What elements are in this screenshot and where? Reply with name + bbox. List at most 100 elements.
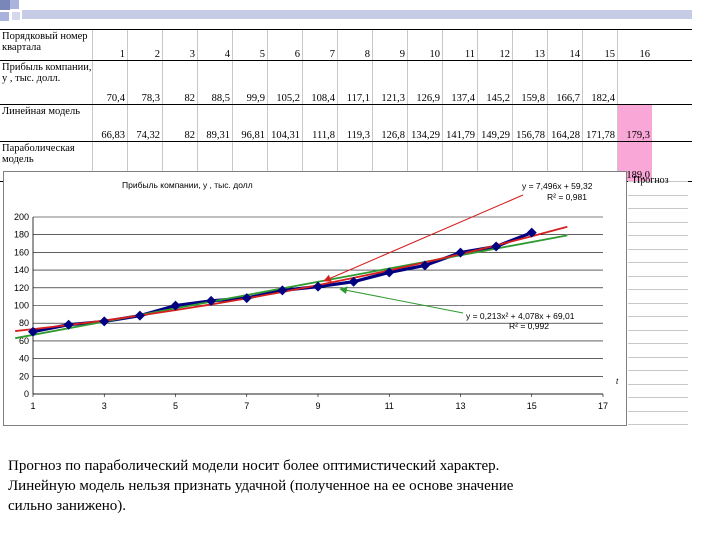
table-cell[interactable]: 88,5 xyxy=(197,61,232,105)
table-cell[interactable]: 111,8 xyxy=(302,105,337,142)
table-cell[interactable]: 156,78 xyxy=(512,105,547,142)
x-tick-label: 11 xyxy=(385,401,394,411)
grid-line xyxy=(628,356,688,358)
table-cell[interactable]: 96,81 xyxy=(232,105,267,142)
data-point-marker xyxy=(170,300,181,311)
x-tick-label: 5 xyxy=(173,401,178,411)
slide-decor-square xyxy=(10,0,19,9)
y-tick-label: 40 xyxy=(19,354,29,364)
y-tick-label: 0 xyxy=(24,389,29,399)
table-cell[interactable] xyxy=(617,61,652,105)
grid-line xyxy=(628,316,688,317)
table-cell[interactable]: 99,9 xyxy=(232,61,267,105)
row-header: Линейная модель xyxy=(2,106,80,117)
table-cell[interactable]: 3 xyxy=(162,30,197,61)
y-tick-label: 120 xyxy=(14,283,29,293)
forecast-label: Прогноз xyxy=(633,175,669,186)
data-point-marker xyxy=(206,295,217,306)
slide-decor-square xyxy=(0,0,10,10)
table-cell[interactable]: 82 xyxy=(162,61,197,105)
grid-line xyxy=(628,329,688,331)
table-cell[interactable]: 1 xyxy=(92,30,127,61)
table-cell[interactable]: 89,31 xyxy=(197,105,232,142)
table-cell[interactable]: 145,2 xyxy=(477,61,512,105)
table-cell[interactable]: 9 xyxy=(372,30,407,61)
table-cell[interactable]: 10 xyxy=(407,30,442,61)
row-header: Порядковый номер квартала xyxy=(2,31,88,53)
data-point-marker xyxy=(348,276,359,287)
table-cell[interactable]: 166,7 xyxy=(547,61,582,105)
table-cell[interactable]: 179,3 xyxy=(617,105,652,142)
data-point-marker xyxy=(241,293,252,304)
table-cell[interactable]: 7 xyxy=(302,30,337,61)
caption-line: Прогноз по параболический модели носит б… xyxy=(8,458,500,474)
linear-r2-label: R² = 0,981 xyxy=(547,192,587,202)
table-cell[interactable]: 2 xyxy=(127,30,162,61)
grid-line xyxy=(628,208,688,209)
table-cell[interactable]: 13 xyxy=(512,30,547,61)
row-header: Параболическая модель xyxy=(2,143,75,165)
data-point-marker xyxy=(419,260,430,271)
table-cell[interactable]: 5 xyxy=(232,30,267,61)
table-cell[interactable]: 4 xyxy=(197,30,232,61)
table-cell[interactable]: 159,8 xyxy=(512,61,547,105)
table-cell[interactable]: 134,29 xyxy=(407,105,442,142)
linear-annotation-arrow xyxy=(323,194,524,282)
slide-decor-bar xyxy=(22,10,692,19)
y-tick-label: 20 xyxy=(19,371,29,381)
table-cell[interactable]: 141,79 xyxy=(442,105,477,142)
data-point-marker xyxy=(313,281,323,292)
table-cell[interactable]: 11 xyxy=(442,30,477,61)
table-cell[interactable]: 149,29 xyxy=(477,105,512,142)
table-cell[interactable]: 12 xyxy=(477,30,512,61)
spreadsheet-table: Порядковый номер квартала 1 2 3 4 5 6 7 8 9 10 11 12… xyxy=(0,29,692,182)
y-tick-label: 60 xyxy=(19,336,29,346)
table-cell[interactable]: 126,9 xyxy=(407,61,442,105)
table-cell[interactable]: 78,3 xyxy=(127,61,162,105)
table-cell[interactable]: 70,4 xyxy=(92,61,127,105)
table-cell[interactable]: 119,3 xyxy=(337,105,372,142)
table-cell[interactable]: 126,8 xyxy=(372,105,407,142)
profit-chart: Прибыль компании, y , тыс. долл 0 20 40 60 80… xyxy=(14,180,619,411)
table-cell[interactable]: 66,83 xyxy=(92,105,127,142)
grid-line xyxy=(628,424,688,425)
data-point-marker xyxy=(384,267,395,278)
table-cell[interactable]: 74,32 xyxy=(127,105,162,142)
x-tick-label: 15 xyxy=(527,401,537,411)
data-point-marker xyxy=(455,247,466,258)
table-cell[interactable]: 171,78 xyxy=(582,105,617,142)
table-cell[interactable]: 182,4 xyxy=(582,61,617,105)
table-cell[interactable]: 15 xyxy=(582,30,617,61)
table-cell[interactable]: 121,3 xyxy=(372,61,407,105)
table-cell[interactable]: 16 xyxy=(617,30,652,61)
x-tick-label: 3 xyxy=(102,401,107,411)
actual-profit-line xyxy=(32,231,533,334)
grid-line xyxy=(628,410,688,412)
grid-line xyxy=(628,181,688,182)
data-point-marker xyxy=(63,319,74,330)
grid-line xyxy=(628,194,688,196)
table-cell[interactable]: 117,1 xyxy=(337,61,372,105)
table-cell[interactable]: 14 xyxy=(547,30,582,61)
linear-trend-line xyxy=(15,234,568,340)
table-cell[interactable]: 137,4 xyxy=(442,61,477,105)
caption-line: сильно занижено). xyxy=(8,498,127,514)
grid-line xyxy=(628,275,688,277)
table-cell[interactable]: 164,28 xyxy=(547,105,582,142)
data-point-marker xyxy=(28,326,38,337)
table-cell[interactable]: 6 xyxy=(267,30,302,61)
table-cell[interactable]: 108,4 xyxy=(302,61,337,105)
y-tick-label: 80 xyxy=(19,318,29,328)
table-cell[interactable]: 8 xyxy=(337,30,372,61)
slide-decor-square xyxy=(0,12,9,21)
grid-line xyxy=(628,235,688,236)
table-cell[interactable]: 105,2 xyxy=(267,61,302,105)
grid-line xyxy=(628,383,688,385)
caption-line: Линейную модель нельзя признать удачной … xyxy=(8,478,514,494)
table-cell[interactable]: 104,31 xyxy=(267,105,302,142)
table-cell[interactable]: 82 xyxy=(162,105,197,142)
grid-line xyxy=(628,221,688,223)
grid-line xyxy=(628,289,688,290)
grid-line xyxy=(628,262,688,263)
x-tick-label: 7 xyxy=(244,401,249,411)
